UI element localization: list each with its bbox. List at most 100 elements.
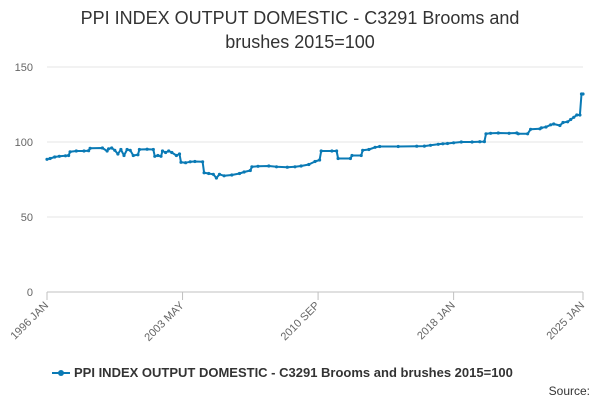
legend-series-label: PPI INDEX OUTPUT DOMESTIC - C3291 Brooms… (74, 365, 513, 380)
data-point-0-71 (396, 144, 400, 149)
data-point-0-25 (151, 147, 155, 152)
data-point-0-93 (544, 125, 548, 129)
data-point-0-44 (217, 172, 222, 176)
data-point-0-28 (159, 154, 163, 158)
data-point-0-0 (45, 157, 49, 161)
data-point-0-58 (313, 159, 317, 164)
data-point-0-104 (581, 92, 585, 96)
data-point-0-99 (569, 117, 573, 122)
data-point-0-61 (330, 149, 334, 153)
data-point-0-50 (250, 165, 254, 169)
y-tick-label-100: 100 (15, 137, 33, 149)
data-point-0-102 (578, 113, 582, 117)
data-point-0-51 (256, 164, 260, 168)
x-tick-label-4: 2025 JAN (544, 300, 587, 343)
data-point-0-68 (367, 147, 371, 152)
data-point-0-35 (179, 160, 183, 164)
x-tick-label-3: 2018 JAN (415, 300, 458, 343)
data-point-0-56 (299, 164, 303, 168)
data-point-0-82 (482, 140, 486, 144)
data-point-0-1 (48, 156, 52, 161)
data-point-0-34 (177, 152, 182, 156)
data-point-0-41 (207, 171, 211, 176)
data-point-0-69 (373, 145, 377, 149)
data-point-0-46 (230, 173, 234, 177)
x-tick-label-1: 2003 MAY (142, 299, 187, 344)
data-point-0-45 (222, 174, 226, 178)
data-point-0-33 (174, 153, 178, 158)
data-point-0-64 (348, 156, 352, 161)
data-point-0-72 (415, 144, 419, 148)
y-tick-label-50: 50 (21, 212, 33, 224)
data-point-0-14 (110, 146, 114, 150)
data-point-0-48 (242, 170, 246, 174)
data-point-0-17 (119, 147, 123, 152)
data-point-0-30 (164, 150, 168, 155)
y-tick-label-150: 150 (15, 62, 33, 74)
source-label: Source: (548, 384, 590, 398)
data-point-0-57 (307, 162, 311, 167)
data-point-0-8 (82, 149, 86, 153)
data-point-0-76 (441, 142, 445, 146)
data-point-0-26 (153, 154, 157, 158)
data-point-0-15 (113, 148, 117, 152)
data-point-0-81 (478, 140, 482, 144)
data-point-0-53 (274, 165, 279, 169)
data-point-0-7 (74, 149, 78, 153)
data-point-0-13 (107, 147, 111, 151)
data-point-0-4 (63, 154, 68, 158)
legend-series-marker (52, 367, 70, 379)
data-point-0-23 (137, 147, 141, 152)
data-point-0-16 (116, 152, 120, 156)
data-point-0-49 (248, 168, 252, 173)
legend[interactable]: PPI INDEX OUTPUT DOMESTIC - C3291 Brooms… (52, 365, 513, 380)
data-point-0-79 (459, 140, 463, 144)
data-point-0-11 (100, 146, 104, 150)
x-tick-label-0: 1996 JAN (8, 300, 51, 343)
data-point-0-39 (201, 160, 205, 164)
data-point-0-38 (193, 159, 197, 164)
data-point-0-5 (67, 153, 71, 158)
data-point-0-88 (516, 132, 520, 136)
data-point-0-101 (575, 113, 579, 117)
data-point-0-94 (549, 123, 553, 127)
data-point-0-63 (336, 156, 340, 161)
data-point-0-43 (214, 176, 218, 180)
data-point-0-55 (293, 165, 297, 169)
x-tick-label-2: 2010 SEP (279, 300, 323, 344)
data-point-0-84 (489, 131, 493, 135)
data-point-0-100 (572, 115, 576, 119)
data-point-0-92 (539, 126, 544, 130)
data-point-0-24 (145, 147, 149, 151)
data-point-0-36 (184, 161, 188, 165)
series-line-0 (46, 93, 583, 179)
data-point-0-19 (125, 147, 129, 152)
data-point-0-31 (167, 149, 171, 153)
data-point-0-80 (470, 140, 474, 144)
data-point-0-96 (558, 123, 562, 128)
data-point-0-6 (68, 150, 72, 154)
data-point-0-40 (202, 171, 206, 175)
data-point-0-75 (436, 142, 440, 146)
data-point-0-98 (566, 120, 570, 124)
data-point-0-66 (359, 153, 363, 158)
data-point-0-52 (267, 164, 271, 168)
chart-title-line-1: PPI INDEX OUTPUT DOMESTIC - C3291 Brooms… (80, 8, 520, 28)
data-point-0-70 (378, 144, 382, 149)
data-point-0-29 (160, 149, 165, 153)
data-point-0-3 (57, 154, 61, 158)
data-point-0-67 (361, 148, 365, 152)
chart-title: PPI INDEX OUTPUT DOMESTIC - C3291 Brooms… (0, 6, 600, 54)
data-point-0-22 (136, 153, 140, 157)
data-point-0-42 (211, 172, 215, 176)
data-point-0-62 (335, 149, 339, 153)
data-point-0-77 (445, 141, 450, 146)
data-point-0-83 (484, 132, 488, 136)
data-point-0-9 (87, 149, 91, 153)
data-point-0-47 (237, 171, 242, 176)
y-tick-label-0: 0 (27, 287, 33, 299)
data-point-0-74 (428, 143, 433, 147)
data-point-0-10 (88, 146, 92, 150)
